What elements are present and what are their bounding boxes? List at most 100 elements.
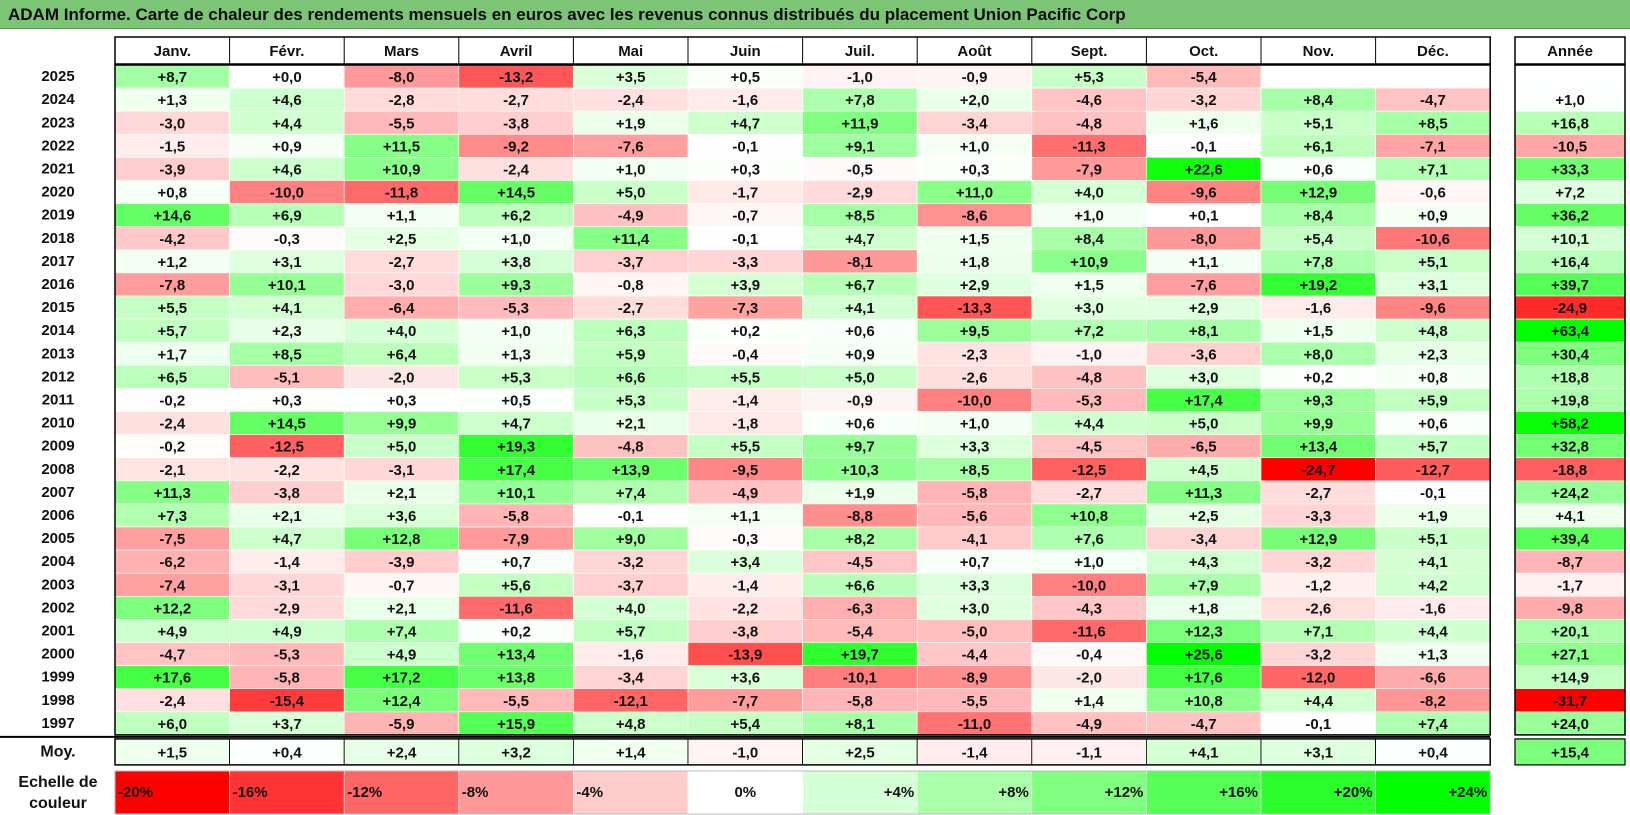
cell-value: -3,2 [618,554,644,571]
cell-value: +2,1 [272,508,302,525]
average-frame [114,738,1491,766]
cell-value: +5,5 [730,369,760,386]
cell-value: -1,5 [159,138,185,155]
average-value: +1,5 [157,744,187,761]
annual-value: +14,9 [1551,670,1589,687]
cell-value: +5,3 [616,392,646,409]
cell-value: +12,4 [383,693,422,710]
cell-value: -2,6 [1305,600,1331,617]
cell-value: -12,1 [614,693,648,710]
cell-value: +6,6 [845,577,875,594]
cell-value: +8,5 [960,462,990,479]
average-value: +0,4 [1418,744,1448,761]
annual-value: +1,0 [1555,92,1585,109]
cell-value: +1,1 [1189,254,1219,271]
cell-value: +3,6 [730,670,760,687]
cell-value: +4,4 [1303,693,1333,710]
cell-value: +10,8 [1185,693,1223,710]
cell-value: +2,9 [1189,300,1219,317]
cell-value: +10,8 [1070,508,1108,525]
column-header: Août [957,43,991,60]
cell-value: -8,9 [962,670,988,687]
cell-value: -4,1 [962,531,988,548]
cell-value: +13,4 [497,647,536,664]
cell-value: +7,4 [1418,716,1448,733]
annual-value: +16,8 [1551,115,1589,132]
cell-value: -7,7 [732,693,758,710]
cell-value: +2,3 [1418,346,1448,363]
cell-value: +0,2 [1303,369,1333,386]
cell-value: +6,1 [1303,138,1333,155]
average-value: +2,5 [845,744,875,761]
cell-value: -3,8 [274,485,300,502]
cell-value: +2,5 [387,231,417,248]
scale-frame [114,770,1491,815]
cell-value: +3,0 [1074,300,1104,317]
cell-value: +1,0 [616,161,646,178]
cell-value: +19,3 [497,439,535,456]
column-header: Janv. [154,43,191,60]
cell-value: +0,6 [1418,416,1448,433]
cell-value: +5,4 [730,716,760,733]
row-year-label: 2021 [41,160,74,177]
cell-value: -4,3 [1076,600,1102,617]
cell-value: +0,3 [960,161,990,178]
row-year-label: 2019 [41,207,74,224]
annual-value: +10,1 [1551,231,1589,248]
scale-label: +4% [884,784,914,801]
annual-value: -9,8 [1557,600,1583,617]
cell-value: -0,7 [389,577,415,594]
row-year-label: 2003 [41,576,74,593]
cell-value: +4,0 [387,323,417,340]
row-year-label: 1999 [41,669,74,686]
cell-value: -4,2 [159,231,185,248]
cell-value: -10,0 [1072,577,1106,594]
cell-value: -0,9 [962,69,988,86]
cell-value: +8,7 [157,69,187,86]
cell-value: -5,3 [1076,392,1102,409]
average-cell [343,738,460,766]
scale-label: -16% [233,784,268,801]
cell-value: -3,0 [159,115,185,132]
row-year-label: 2001 [41,622,74,639]
cell-value: -7,4 [159,577,186,594]
cell-value: -6,6 [1420,670,1446,687]
cell-value: -4,7 [159,647,185,664]
column-header: Oct. [1189,43,1218,60]
cell-value: +1,4 [1074,693,1104,710]
cell-value: -12,5 [270,439,304,456]
cell-value: -4,8 [618,439,644,456]
cell-value: -12,5 [1072,462,1106,479]
cell-value: +25,6 [1185,647,1223,664]
average-value: +3,2 [501,744,531,761]
cell-value: +1,5 [1074,277,1104,294]
cell-value: +1,0 [960,138,990,155]
cell-value: +4,8 [1418,323,1448,340]
cell-value: -24,7 [1301,462,1335,479]
cell-value: -2,4 [159,693,186,710]
cell-value: +22,6 [1185,161,1223,178]
annual-value: -1,7 [1557,577,1583,594]
cell-value: -1,4 [274,554,301,571]
cell-value: +11,5 [383,138,420,155]
cell-value: -6,4 [389,300,416,317]
scale-swatch [1031,770,1147,815]
cell-value: -0,1 [732,138,758,155]
average-cell [916,738,1033,766]
scale-label: +16% [1219,784,1258,801]
cell-value: -3,2 [1305,647,1331,664]
cell-value: +2,1 [387,600,417,617]
cell-value: +0,6 [845,416,875,433]
cell-value: -10,6 [1416,231,1450,248]
cell-value: -3,9 [159,161,185,178]
cell-value: -10,0 [957,392,991,409]
cell-value: +8,5 [845,208,875,225]
cell-value: -13,3 [957,300,991,317]
cell-value: -0,1 [1420,485,1446,502]
cell-value: +4,4 [1074,416,1104,433]
cell-value: +4,9 [272,623,302,640]
cell-value: +0,3 [730,161,760,178]
cell-value: +3,1 [1418,277,1448,294]
cell-value: +5,3 [1074,69,1104,86]
cell-value: +17,4 [497,462,536,479]
